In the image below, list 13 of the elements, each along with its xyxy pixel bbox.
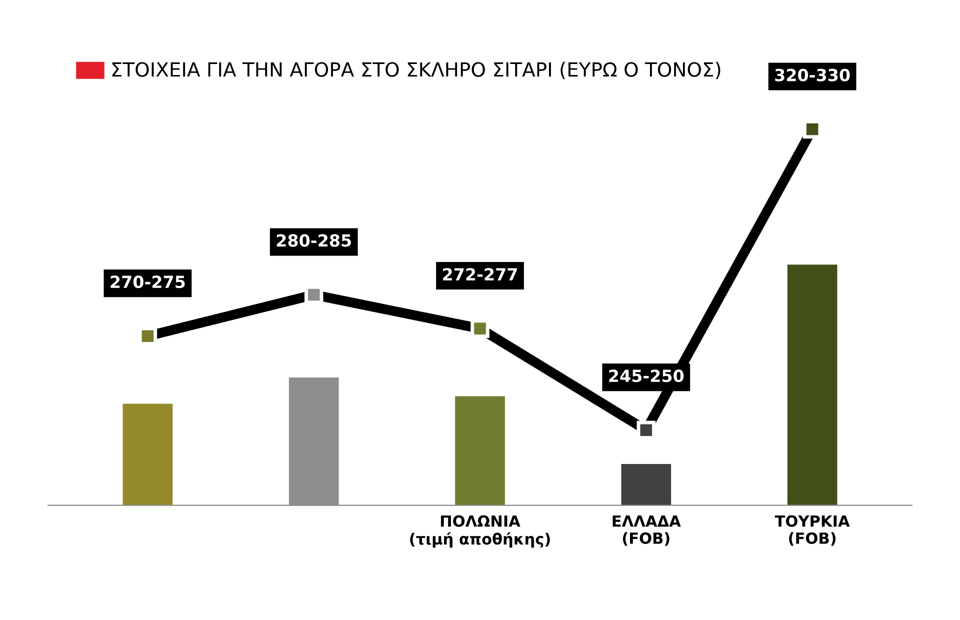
text: 320-330 — [775, 68, 850, 82]
annotation: 270-275 — [110, 276, 185, 288]
bar — [122, 404, 173, 506]
chart-title: ΣΤΟΙΧΕΙΑ ΓΙΑ ΤΗΝ ΑΓΟΡΑ ΣΤΟ ΣΚΛΗΡΟ ΣΙΤΑΡΙ (ΕΥΡΩ Ο ΤΟΝΟΣ) — [112, 62, 720, 80]
x-tick-label: ΕΛΛΑΔΑ (FOB) — [612, 515, 681, 546]
x-tick-label: ΠΟΛΩΝΙΑ (τιμή αποθήκης) — [410, 515, 550, 548]
x-tick-label: ΤΟΥΡΚΙΑ (FOB) — [774, 515, 850, 546]
bar — [787, 264, 838, 506]
bar — [621, 464, 672, 506]
annotation: 245-250 — [609, 370, 684, 382]
annotation: 272-277 — [443, 268, 517, 280]
annotation: 280-285 — [276, 234, 351, 247]
bar — [455, 396, 505, 506]
